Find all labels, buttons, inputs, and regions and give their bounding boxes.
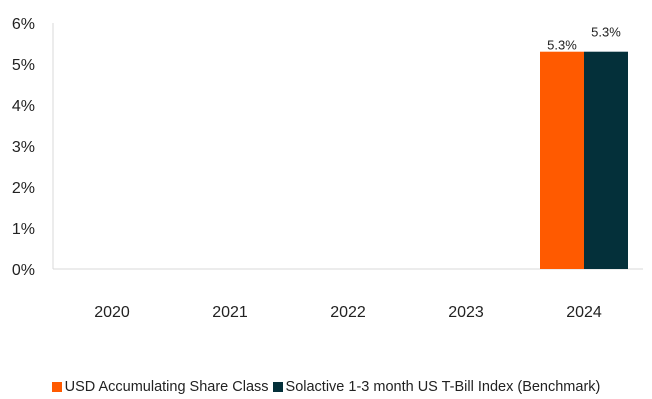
bar (584, 51, 628, 270)
legend-swatch-share-class (51, 382, 62, 392)
y-tick-label: 3% (12, 139, 35, 156)
y-tick-label: 0% (12, 262, 35, 279)
y-tick-label: 2% (12, 180, 35, 197)
legend-swatch-benchmark (272, 382, 283, 392)
chart-legend: USD Accumulating Share Class Solactive 1… (0, 379, 652, 395)
x-tick-label: 2020 (94, 304, 130, 321)
x-tick-label: 2022 (330, 304, 366, 321)
y-tick-label: 5% (12, 57, 35, 74)
legend-item-share-class: USD Accumulating Share Class (51, 379, 269, 395)
y-tick-label: 1% (12, 221, 35, 238)
y-tick-label: 6% (12, 16, 35, 33)
chart-labels: 0% 1% 2% 3% 4% 5% 6% 2020 2021 2022 2023 2024 5.3% 5.… (12, 16, 621, 321)
legend-label-benchmark: Solactive 1-3 month US T-Bill Index (Ben… (285, 379, 601, 395)
chart-bars (540, 51, 628, 270)
x-tick-label: 2024 (566, 304, 602, 321)
x-tick-label: 2023 (448, 304, 484, 321)
legend-label-share-class: USD Accumulating Share Class (64, 379, 269, 395)
x-tick-label: 2021 (212, 304, 248, 321)
data-label: 5.3% (591, 25, 621, 40)
legend-item-benchmark: Solactive 1-3 month US T-Bill Index (Ben… (272, 379, 601, 395)
data-label: 5.3% (547, 38, 577, 53)
bar (540, 51, 584, 270)
y-tick-label: 4% (12, 98, 35, 115)
